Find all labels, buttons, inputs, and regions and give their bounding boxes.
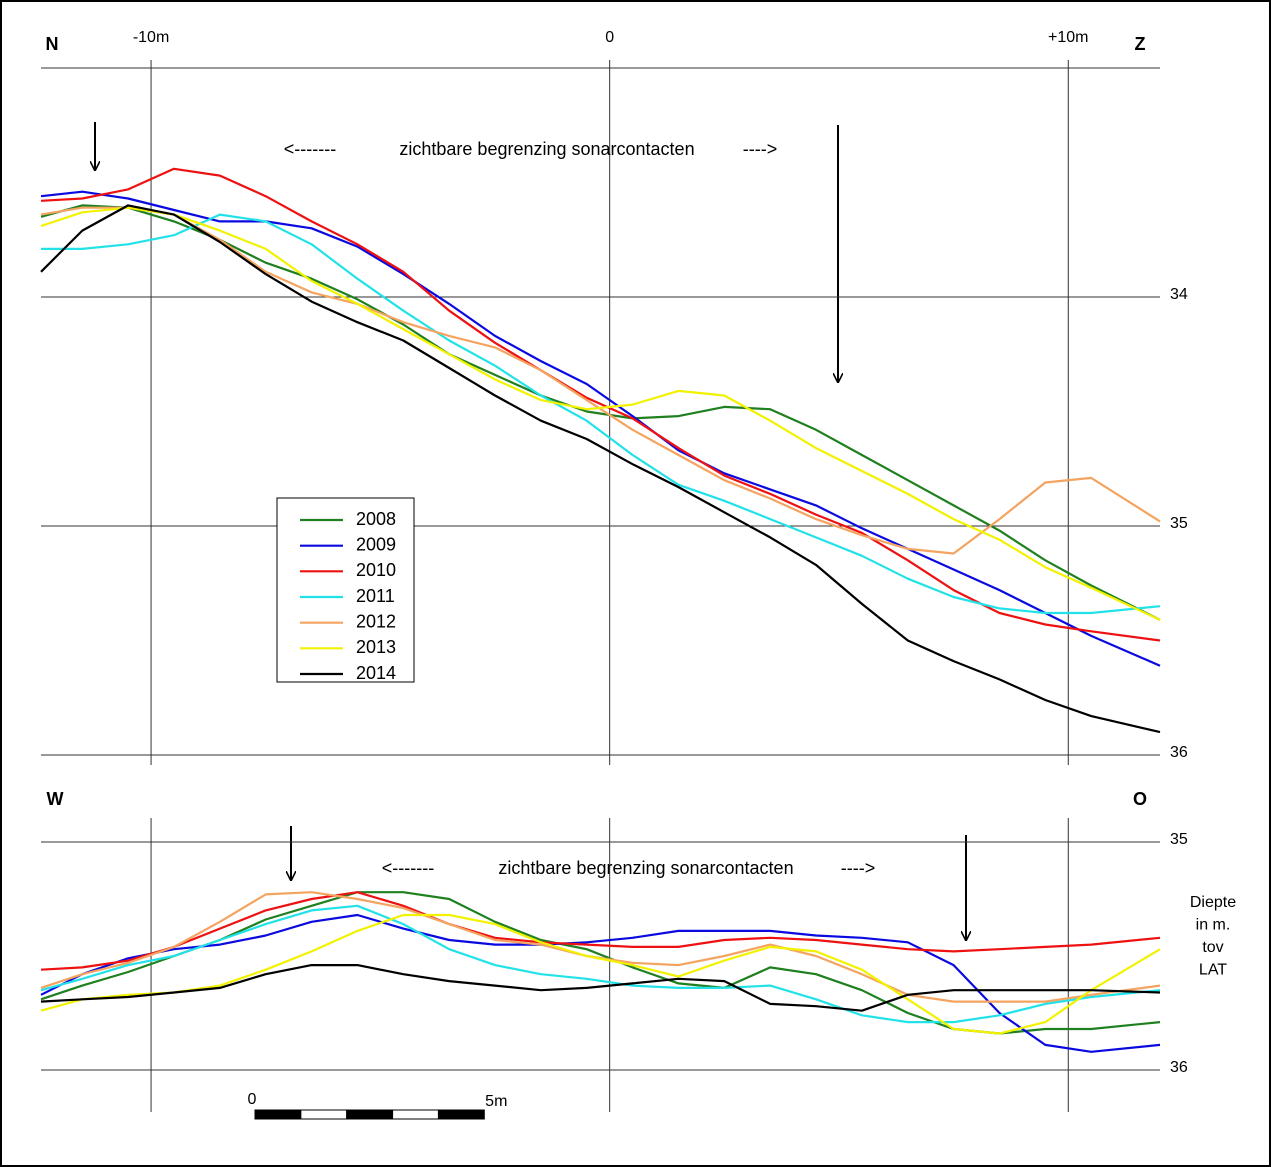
direction-label: N [46,34,59,54]
legend-label: 2009 [356,534,396,554]
series-line [40,913,1161,1053]
legend-label: 2013 [356,637,396,657]
legend: 2008 2009 2010 2011 2012 2013 2014 [276,497,415,683]
scale-bar-segment [300,1109,348,1120]
annotation: zichtbare begrenzing sonarcontacten [498,858,793,878]
series-line [40,891,1161,1035]
series-line [40,891,1161,1003]
scale-bar-label: 0 [248,1091,257,1108]
annotation: ----> [841,858,876,878]
arrows [95,122,966,940]
y-tick-label: 36 [1170,744,1188,761]
series-line [40,204,1161,621]
series-line [40,964,1161,1012]
annotation: zichtbare begrenzing sonarcontacten [399,139,694,159]
x-tick-label: -10m [133,29,169,46]
direction-label: W [47,789,64,809]
legend-label: 2014 [356,663,396,683]
series-line [40,904,1161,1024]
direction-label: Z [1135,34,1146,54]
scale-bar-segment [346,1109,394,1120]
axis-label: Diepte [1190,894,1236,911]
legend-label: 2008 [356,509,396,529]
legend-label: 2011 [356,586,395,606]
series-line [41,213,1161,615]
y-tick-label: 35 [1170,831,1188,848]
legend-label: 2012 [356,611,396,631]
axis-label: LAT [1199,962,1227,979]
legend-label: 2010 [356,560,396,580]
series-line [40,206,1161,621]
annotation: ----> [743,139,778,159]
series-line [40,206,1161,555]
axis-label: tov [1202,939,1223,956]
series-line [40,204,1161,734]
x-tick-label: 0 [605,29,614,46]
series-line [40,190,1161,667]
series-line [40,167,1161,642]
y-tick-label: 34 [1170,286,1188,303]
scale-bar-label: 5m [485,1093,507,1110]
scale-bar-segment [254,1109,302,1120]
y-tick-label: 35 [1170,515,1188,532]
x-tick-label: +10m [1048,29,1088,46]
direction-label: O [1133,789,1147,809]
annotation: <------- [284,139,336,159]
series-line [40,891,1161,971]
legend-box [276,497,415,683]
y-tick-label: 36 [1170,1059,1188,1076]
scale-bar-segment [392,1109,439,1120]
series-line [40,913,1161,1035]
scale-bar-segment [437,1109,485,1120]
axis-label: in m. [1196,917,1231,934]
annotation: <------- [382,858,434,878]
